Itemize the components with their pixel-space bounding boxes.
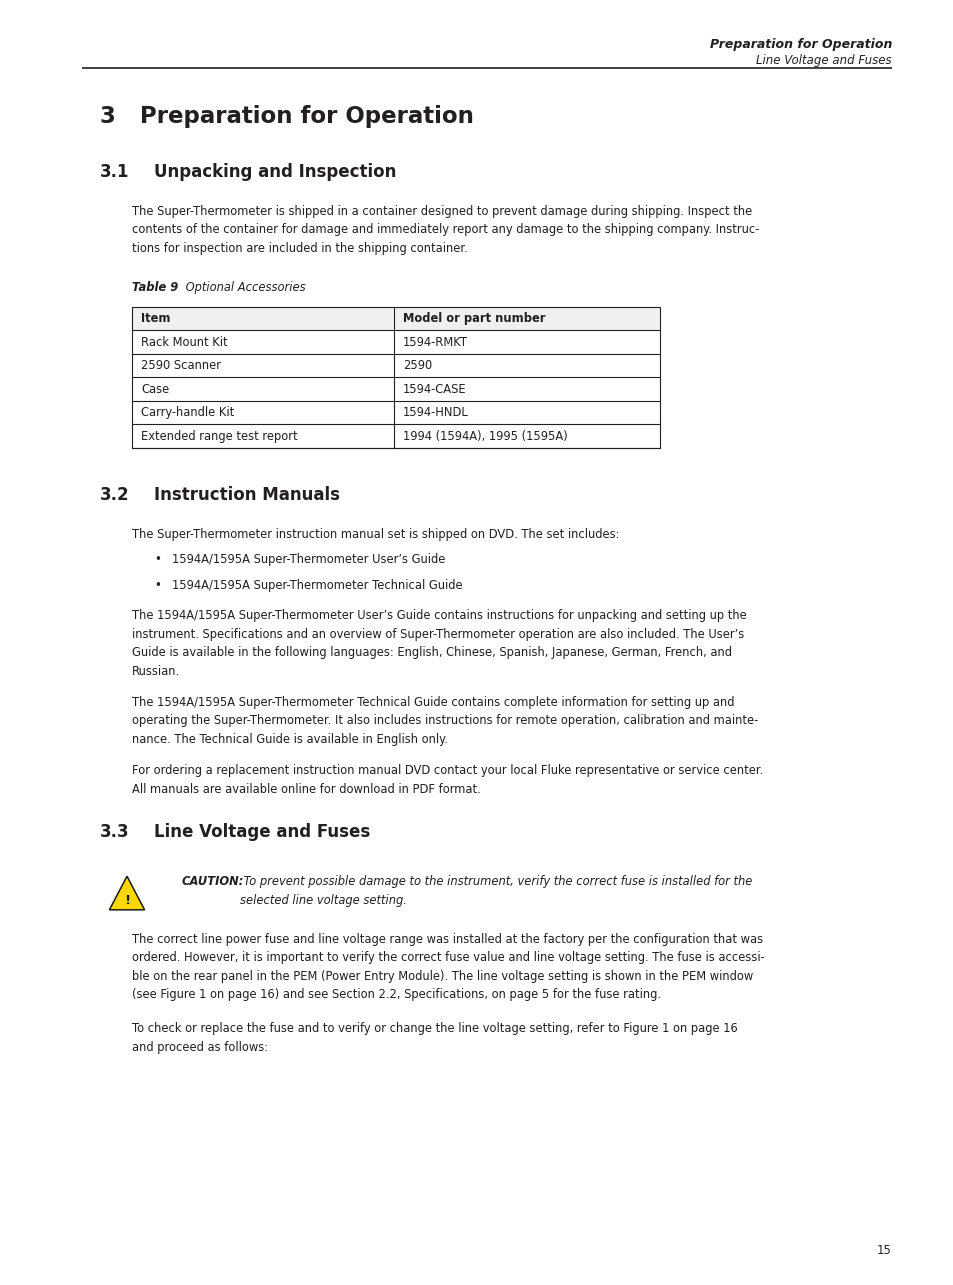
Text: Rack Mount Kit: Rack Mount Kit (141, 335, 228, 348)
Text: 1594A/1595A Super-Thermometer User’s Guide: 1594A/1595A Super-Thermometer User’s Gui… (172, 554, 445, 567)
Text: 2590: 2590 (402, 359, 432, 373)
Text: •: • (153, 580, 161, 592)
Text: Carry-handle Kit: Carry-handle Kit (141, 406, 234, 419)
Text: Table 9: Table 9 (132, 280, 178, 293)
Text: Optional Accessories: Optional Accessories (182, 280, 305, 293)
Text: 1994 (1594A), 1995 (1595A): 1994 (1594A), 1995 (1595A) (402, 429, 567, 442)
Text: 1594-HNDL: 1594-HNDL (402, 406, 468, 419)
Text: 1594A/1595A Super-Thermometer Technical Guide: 1594A/1595A Super-Thermometer Technical … (172, 580, 462, 592)
Bar (132, 307, 659, 330)
Text: The correct line power fuse and line voltage range was installed at the factory : The correct line power fuse and line vol… (132, 933, 764, 1001)
Text: Instruction Manuals: Instruction Manuals (153, 486, 339, 504)
Polygon shape (110, 876, 145, 910)
Text: Model or part number: Model or part number (402, 311, 545, 325)
Bar (132, 307, 659, 447)
Text: For ordering a replacement instruction manual DVD contact your local Fluke repre: For ordering a replacement instruction m… (132, 765, 762, 795)
Text: The Super-Thermometer instruction manual set is shipped on DVD. The set includes: The Super-Thermometer instruction manual… (132, 528, 618, 541)
Text: To prevent possible damage to the instrument, verify the correct fuse is install: To prevent possible damage to the instru… (240, 875, 752, 906)
Text: CAUTION:: CAUTION: (182, 875, 244, 888)
Text: To check or replace the fuse and to verify or change the line voltage setting, r: To check or replace the fuse and to veri… (132, 1023, 737, 1054)
Text: Preparation for Operation: Preparation for Operation (709, 39, 891, 51)
Text: 1594-RMKT: 1594-RMKT (402, 335, 468, 348)
Text: 3.1: 3.1 (100, 163, 130, 181)
Text: 3   Preparation for Operation: 3 Preparation for Operation (100, 105, 474, 128)
Text: 2590 Scanner: 2590 Scanner (141, 359, 221, 373)
Text: Line Voltage and Fuses: Line Voltage and Fuses (756, 54, 891, 67)
Text: 3.3: 3.3 (100, 822, 130, 840)
Text: Item: Item (141, 311, 171, 325)
Text: Line Voltage and Fuses: Line Voltage and Fuses (153, 822, 370, 840)
Text: !: ! (124, 894, 130, 907)
Text: 15: 15 (876, 1244, 891, 1257)
Text: The Super-Thermometer is shipped in a container designed to prevent damage durin: The Super-Thermometer is shipped in a co… (132, 206, 759, 254)
Text: The 1594A/1595A Super-Thermometer Technical Guide contains complete information : The 1594A/1595A Super-Thermometer Techni… (132, 695, 758, 745)
Text: •: • (153, 554, 161, 567)
Text: The 1594A/1595A Super-Thermometer User’s Guide contains instructions for unpacki: The 1594A/1595A Super-Thermometer User’s… (132, 609, 746, 677)
Text: Case: Case (141, 383, 169, 396)
Text: Extended range test report: Extended range test report (141, 429, 297, 442)
Text: 3.2: 3.2 (100, 486, 130, 504)
Text: Unpacking and Inspection: Unpacking and Inspection (153, 163, 395, 181)
Text: 1594-CASE: 1594-CASE (402, 383, 466, 396)
